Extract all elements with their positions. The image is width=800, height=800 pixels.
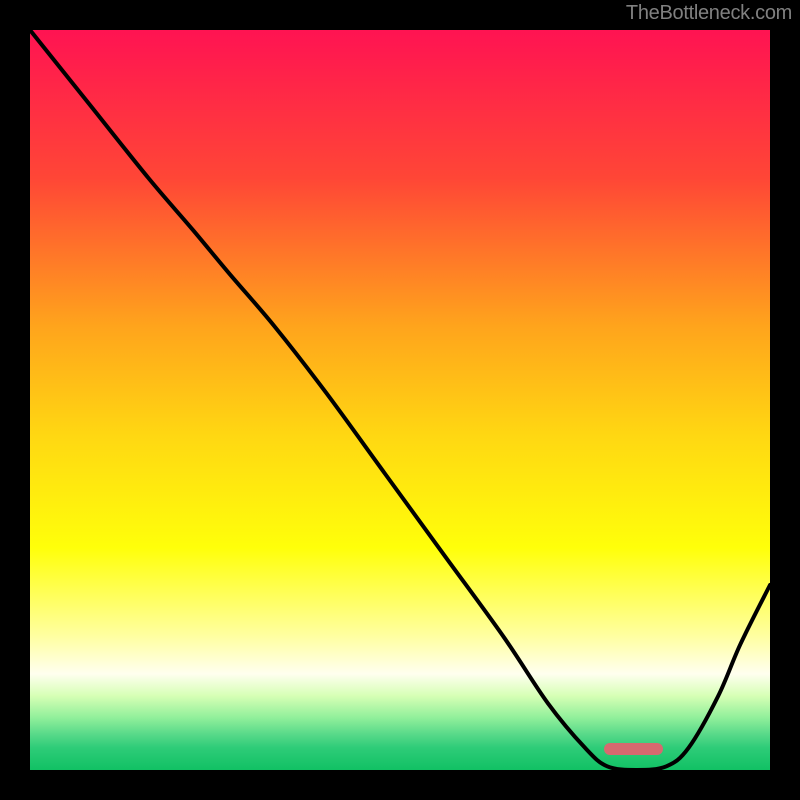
heatmap-gradient-background xyxy=(30,30,770,770)
chart-plot-area xyxy=(30,30,770,770)
watermark-text: TheBottleneck.com xyxy=(626,2,792,25)
optimal-range-marker xyxy=(604,743,663,755)
